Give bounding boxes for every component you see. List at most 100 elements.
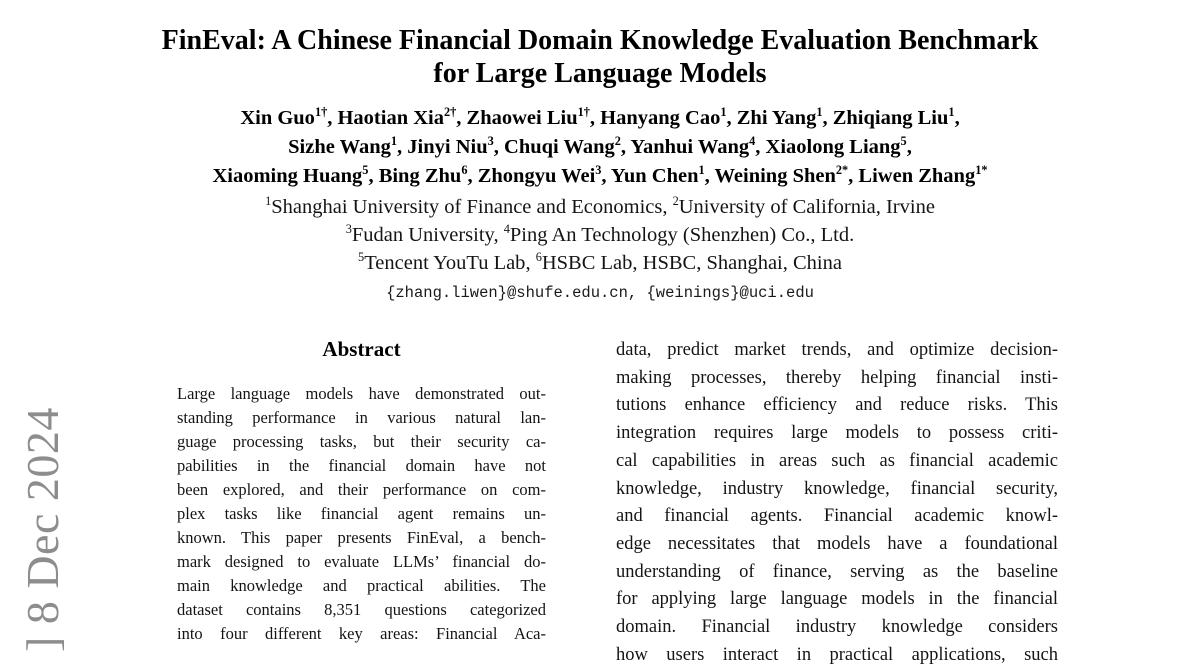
abstract-line: pabilities in the financial domain have … — [177, 456, 546, 475]
affil-marker: 2 — [672, 194, 679, 209]
intro-line: knowledge, industry knowledge, financial… — [616, 478, 1058, 499]
contact-emails: {zhang.liwen}@shufe.edu.cn, {weinings}@u… — [386, 284, 814, 302]
author-separator: , — [493, 136, 505, 158]
abstract-line: into four different key areas: Financial… — [177, 624, 546, 643]
author-name: Zhi Yang — [736, 107, 817, 129]
affil-marker: 3 — [487, 134, 494, 149]
author-separator: , — [601, 165, 611, 187]
affil-marker: 4 — [749, 134, 756, 149]
author-separator: , — [368, 165, 379, 187]
intro-line: data, predict market trends, and optimiz… — [616, 340, 1058, 360]
author-name: Zhiqiang Liu — [832, 107, 949, 129]
intro-line: understanding of finance, serving as the… — [616, 561, 1058, 582]
author-separator: , — [822, 107, 833, 129]
title-line-1: FinEval: A Chinese Financial Domain Know… — [161, 25, 1039, 56]
author-separator: , — [327, 107, 338, 129]
affil-marker: 1 — [720, 105, 727, 120]
affil-marker: 1* — [975, 163, 988, 178]
abstract-line: guage processing tasks, but their securi… — [177, 432, 546, 451]
author-separator: , — [620, 136, 631, 158]
author-name: Yun Chen — [610, 165, 699, 187]
affiliation-separator: , — [525, 252, 536, 274]
affil-marker: 6 — [461, 163, 468, 178]
affil-marker: 1† — [577, 105, 590, 120]
author-name: Jinyi Niu — [407, 136, 488, 158]
author-line-2: Sizhe Wang1, Jinyi Niu3, Chuqi Wang2, Ya… — [0, 133, 1200, 162]
author-separator: , — [755, 136, 766, 158]
affil-marker: 1 — [390, 134, 398, 149]
affil-marker: 1† — [314, 105, 328, 120]
page-title: FinEval: A Chinese Financial Domain Know… — [0, 24, 1200, 90]
abstract-line: known. This paper presents FinEval, a be… — [177, 528, 546, 547]
author-line-3: Xiaoming Huang5, Bing Zhu6, Zhongyu Wei3… — [0, 162, 1200, 191]
author-separator: , — [456, 107, 467, 129]
intro-line: making processes, thereby helping financ… — [616, 367, 1058, 388]
intro-line-clipped: how users interact in practical applicat… — [616, 644, 1058, 665]
affil-marker: 1 — [948, 105, 955, 120]
author-name: Weining Shen — [714, 165, 836, 187]
affil-marker: 3 — [345, 222, 352, 237]
affil-marker: 1 — [816, 105, 823, 120]
affiliation-name: University of California, Irvine — [678, 196, 935, 218]
author-name: Liwen Zhang — [858, 165, 976, 187]
author-separator: , — [954, 107, 960, 129]
abstract-line: been explored, and their performance on … — [177, 480, 546, 499]
author-separator: , — [704, 165, 715, 187]
abstract-line: standing performance in various natural … — [177, 408, 546, 427]
author-separator: , — [848, 165, 859, 187]
intro-line: cal capabilities in areas such as financ… — [616, 450, 1058, 471]
author-line-1: Xin Guo1†, Haotian Xia2†, Zhaowei Liu1†,… — [0, 104, 1200, 133]
affil-marker: 5 — [362, 163, 369, 178]
author-name: Zhaowei Liu — [466, 107, 578, 129]
author-name: Bing Zhu — [378, 165, 462, 187]
intro-line: edge necessitates that models have a fou… — [616, 533, 1058, 554]
affiliation-line-1: 1Shanghai University of Finance and Econ… — [0, 193, 1200, 221]
author-name: Xiaoming Huang — [212, 165, 363, 187]
affiliation-name: Ping An Technology (Shenzhen) Co., Ltd. — [509, 224, 855, 246]
author-name: Haotian Xia — [337, 107, 444, 129]
abstract-heading: Abstract — [322, 337, 401, 361]
affiliation-line-3: 5Tencent YouTu Lab, 6HSBC Lab, HSBC, Sha… — [0, 249, 1200, 277]
abstract-line: Large language models have demonstrated … — [177, 384, 546, 403]
affil-marker: 6 — [535, 250, 542, 265]
arxiv-watermark: ] 8 Dec 2024 — [17, 407, 68, 652]
abstract-line: dataset contains 8,351 questions categor… — [177, 600, 546, 619]
author-name: Sizhe Wang — [288, 136, 391, 158]
abstract-line: plex tasks like financial agent remains … — [177, 504, 546, 523]
author-name: Xiaolong Liang — [765, 136, 901, 158]
affiliation-separator: , — [493, 224, 504, 246]
author-separator: , — [589, 107, 601, 129]
intro-line: for applying large language models in th… — [616, 589, 1058, 610]
affiliation-name: Fudan University — [351, 224, 494, 246]
abstract-line: mark designed to evaluate LLMs’ financia… — [177, 552, 546, 571]
author-name: Xin Guo — [240, 107, 315, 129]
author-name: Zhongyu Wei — [477, 165, 596, 187]
author-separator: , — [906, 136, 912, 158]
affil-marker: 2† — [443, 105, 457, 120]
author-block: Xin Guo1†, Haotian Xia2†, Zhaowei Liu1†,… — [0, 104, 1200, 191]
right-column: data, predict market trends, and optimiz… — [616, 337, 1058, 669]
author-name: Hanyang Cao — [600, 107, 721, 129]
author-separator: , — [726, 107, 737, 129]
affil-marker: 1 — [698, 163, 705, 178]
affil-marker: 1 — [265, 194, 272, 209]
affil-marker: 5 — [358, 250, 365, 265]
affil-marker: 5 — [900, 134, 907, 149]
author-name: Yanhui Wang — [630, 136, 750, 158]
left-column: Abstract Large language models have demo… — [177, 336, 546, 646]
affiliation-separator: , — [662, 196, 673, 218]
affil-marker: 2 — [614, 134, 621, 149]
intro-line: and financial agents. Financial academic… — [616, 506, 1058, 527]
affil-marker: 2* — [835, 163, 849, 178]
affiliation-name: HSBC Lab, HSBC, Shanghai, China — [541, 252, 842, 274]
abstract-line: main knowledge and practical abilities. … — [177, 576, 546, 595]
title-line-2: for Large Language Models — [433, 58, 767, 89]
abstract-text: Large language models have demonstrated … — [177, 382, 546, 646]
author-separator: , — [397, 136, 408, 158]
author-separator: , — [467, 165, 478, 187]
affiliation-name: Tencent YouTu Lab — [364, 252, 526, 274]
affil-marker: 3 — [595, 163, 602, 178]
intro-line: integration requires large models to pos… — [616, 423, 1058, 444]
author-name: Chuqi Wang — [504, 136, 615, 158]
affil-marker: 4 — [503, 222, 510, 237]
